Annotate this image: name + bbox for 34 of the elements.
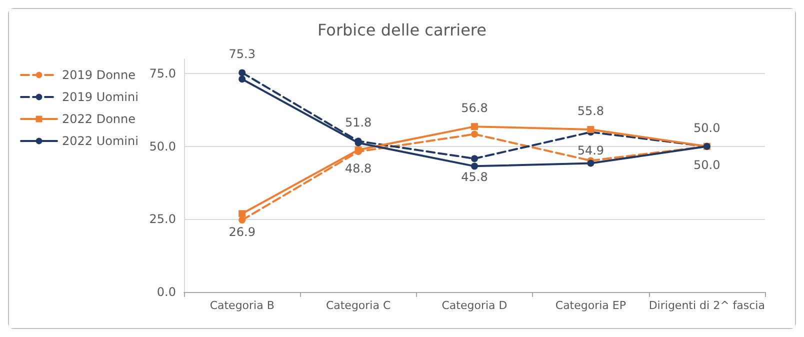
point: [238, 76, 246, 83]
legend-label: 2019 Donne: [62, 68, 136, 82]
data-label: 56.8: [461, 101, 488, 116]
point: [587, 160, 594, 167]
data-label: 50.0: [694, 158, 720, 172]
x-tick-label: Categoria D: [442, 299, 508, 312]
data-label: 54.9: [577, 144, 604, 158]
point: [238, 210, 246, 218]
data-label: 26.9: [228, 225, 256, 240]
point: [471, 123, 478, 130]
data-label: 50.0: [694, 120, 720, 135]
y-tick-label: 75.0: [149, 66, 176, 81]
x-tick-label: Categoria B: [210, 299, 274, 312]
x-tick-label: Categoria C: [326, 299, 391, 312]
x-tick-label: Dirigenti di 2^ fascia: [648, 299, 765, 312]
data-label: 55.8: [577, 104, 604, 118]
y-tick-label: 0.0: [156, 285, 176, 299]
legend-label: 2019 Uomini: [62, 90, 138, 104]
point: [238, 216, 246, 224]
point: [471, 162, 478, 170]
legend-label: 2022 Uomini: [62, 134, 138, 148]
x-tick-label: Categoria EP: [555, 299, 626, 312]
point: [238, 69, 246, 76]
legend-label: 2022 Donne: [62, 112, 136, 126]
y-tick-label: 50.0: [149, 139, 176, 154]
data-label: 45.8: [461, 170, 488, 184]
data-label: 51.8: [344, 116, 372, 130]
chart-title: Forbice delle carriere: [318, 20, 486, 40]
point: [587, 126, 594, 133]
data-label: 75.3: [228, 47, 256, 62]
point: [471, 155, 478, 162]
data-label: 48.8: [344, 161, 372, 176]
point: [471, 130, 478, 138]
y-tick-label: 25.0: [149, 212, 176, 226]
